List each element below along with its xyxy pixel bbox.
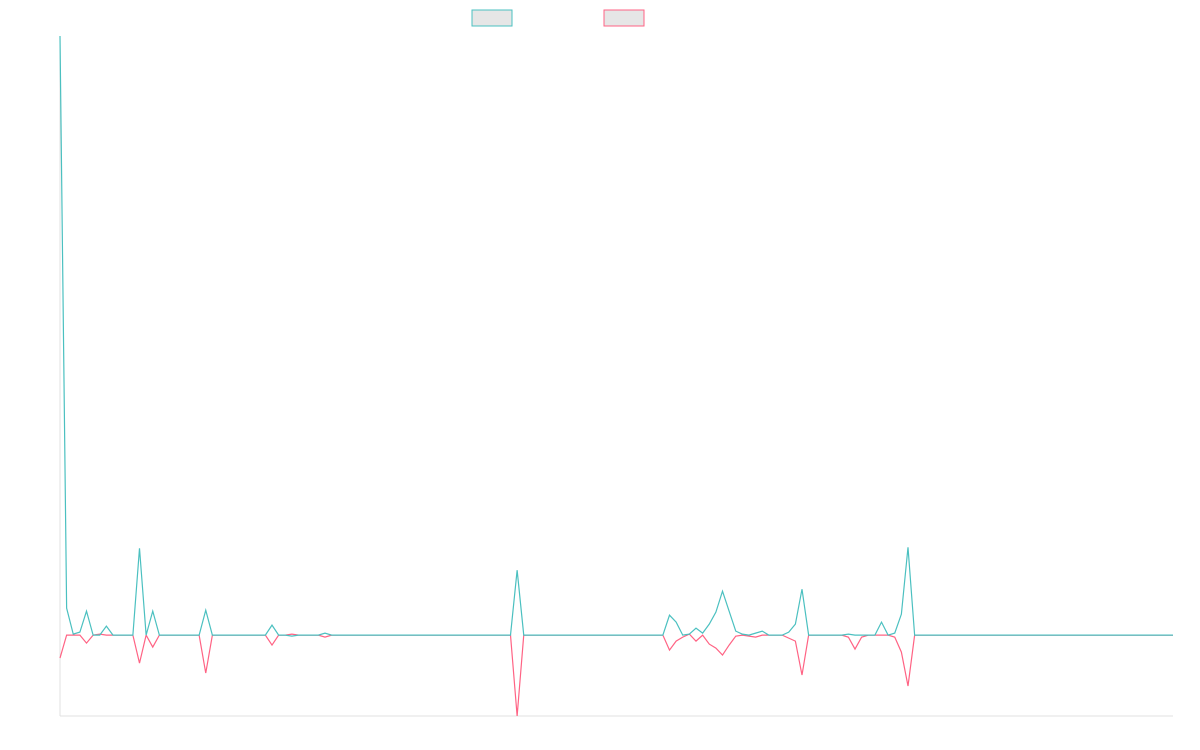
- legend-swatch: [471, 9, 513, 27]
- legend-swatch: [603, 9, 645, 27]
- series-line: [59, 35, 1173, 637]
- series-line: [59, 633, 1173, 717]
